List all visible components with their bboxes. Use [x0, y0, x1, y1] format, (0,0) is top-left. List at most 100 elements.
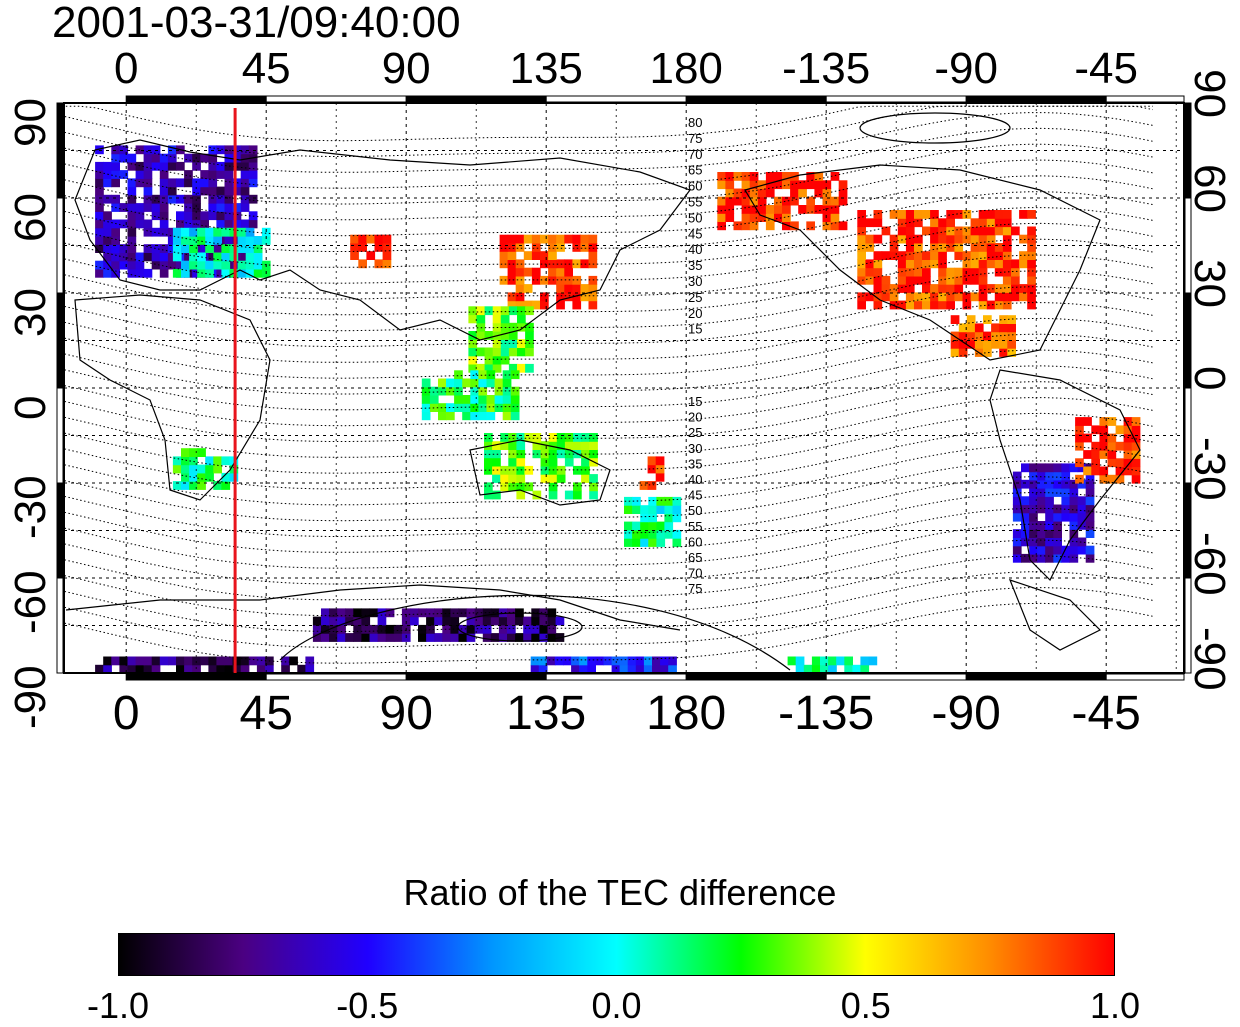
tec-cell — [127, 244, 137, 253]
tec-cell — [540, 474, 550, 483]
tec-cell — [482, 624, 492, 634]
contour-label: 30 — [688, 441, 702, 456]
frame-band-top — [825, 95, 967, 103]
tec-cell — [224, 236, 234, 245]
tec-cell — [181, 244, 190, 253]
tec-cell — [548, 243, 557, 252]
tec-cell — [200, 656, 209, 666]
tec-cell — [656, 521, 666, 531]
tec-cell — [811, 656, 821, 666]
tec-cell — [172, 481, 182, 490]
tec-cell — [548, 441, 558, 450]
tec-cell — [523, 234, 533, 244]
tec-cell — [757, 196, 767, 206]
tec-cell — [369, 624, 379, 634]
tec-cell — [502, 378, 512, 388]
tec-cell — [790, 196, 799, 206]
tec-cell — [176, 194, 185, 204]
tec-cell — [958, 331, 968, 341]
tec-cell — [803, 664, 813, 673]
tec-cell — [337, 633, 346, 642]
tec-cell — [914, 251, 923, 260]
tec-cell — [446, 378, 455, 388]
tec-cell — [647, 481, 657, 490]
tec-cell — [111, 656, 120, 666]
tec-cell — [1027, 300, 1036, 310]
tec-cell — [1061, 545, 1071, 555]
tec-cell — [588, 251, 598, 260]
tec-cell — [159, 186, 169, 196]
tec-cell — [450, 616, 460, 626]
tec-cell — [905, 259, 915, 269]
tec-cell — [200, 178, 209, 188]
tec-cell — [508, 474, 517, 483]
tec-cell — [500, 355, 510, 365]
tec-cell — [547, 633, 557, 642]
tec-cell — [143, 664, 153, 673]
tec-cell — [167, 656, 177, 666]
tec-cell — [1002, 210, 1012, 219]
tec-cell — [1007, 348, 1016, 357]
tec-cell — [337, 624, 346, 634]
tec-cell — [978, 300, 988, 310]
tec-cell — [248, 656, 258, 666]
tec-cell — [774, 213, 783, 222]
tec-cell — [865, 275, 875, 285]
tec-cell — [192, 186, 201, 196]
tec-cell — [873, 234, 883, 244]
tec-cell — [954, 251, 964, 260]
tec-cell — [127, 194, 137, 204]
coastlines — [65, 139, 1141, 651]
frame-band-bottom — [1105, 673, 1185, 681]
tec-cell — [261, 227, 271, 237]
tec-cell — [454, 378, 463, 388]
tec-cell — [421, 395, 431, 404]
tec-cell — [1045, 496, 1054, 506]
tec-cell — [494, 395, 504, 404]
tec-cell — [205, 244, 214, 253]
tec-cell — [385, 608, 395, 618]
tec-cell — [450, 633, 460, 642]
tec-cell — [216, 219, 226, 229]
tec-cell — [994, 300, 1004, 310]
tec-cell — [237, 268, 247, 278]
tec-cell — [765, 188, 775, 198]
tec-cell — [950, 339, 960, 349]
tec-cell — [500, 331, 510, 340]
tec-cell — [782, 221, 791, 231]
tec-cell — [1021, 521, 1030, 530]
tec-cell — [462, 411, 471, 421]
tec-cell — [648, 513, 657, 523]
tec-cell — [1019, 292, 1028, 302]
tec-cell — [647, 464, 657, 474]
tec-cell — [345, 608, 354, 618]
tec-cell — [508, 306, 518, 316]
tec-cell — [466, 616, 476, 626]
contour-label: 55 — [688, 195, 702, 210]
coastline — [989, 369, 1141, 582]
tec-cell — [429, 403, 439, 412]
tec-cell — [930, 292, 939, 302]
tec-cell — [172, 456, 182, 466]
tec-cell — [189, 481, 198, 490]
tec-cell — [245, 236, 255, 245]
tec-cell — [1053, 537, 1062, 547]
tec-cell — [946, 292, 955, 302]
tec-cell — [172, 252, 182, 262]
contour-label: 70 — [688, 147, 702, 162]
tec-cell — [189, 236, 198, 245]
tec-cell — [213, 260, 222, 270]
tec-cell — [232, 664, 242, 673]
tec-cell — [159, 161, 169, 171]
frame-band-left — [56, 292, 64, 389]
tec-cell — [922, 226, 931, 236]
tec-cell — [897, 284, 907, 293]
tec-cell — [749, 188, 759, 198]
tec-cell — [374, 259, 384, 269]
tec-cell — [589, 433, 598, 442]
tec-cell — [1037, 537, 1046, 547]
tec-cell — [999, 331, 1008, 341]
tec-cell — [151, 252, 161, 262]
tec-cell — [224, 656, 234, 666]
tec-cell — [564, 284, 573, 293]
